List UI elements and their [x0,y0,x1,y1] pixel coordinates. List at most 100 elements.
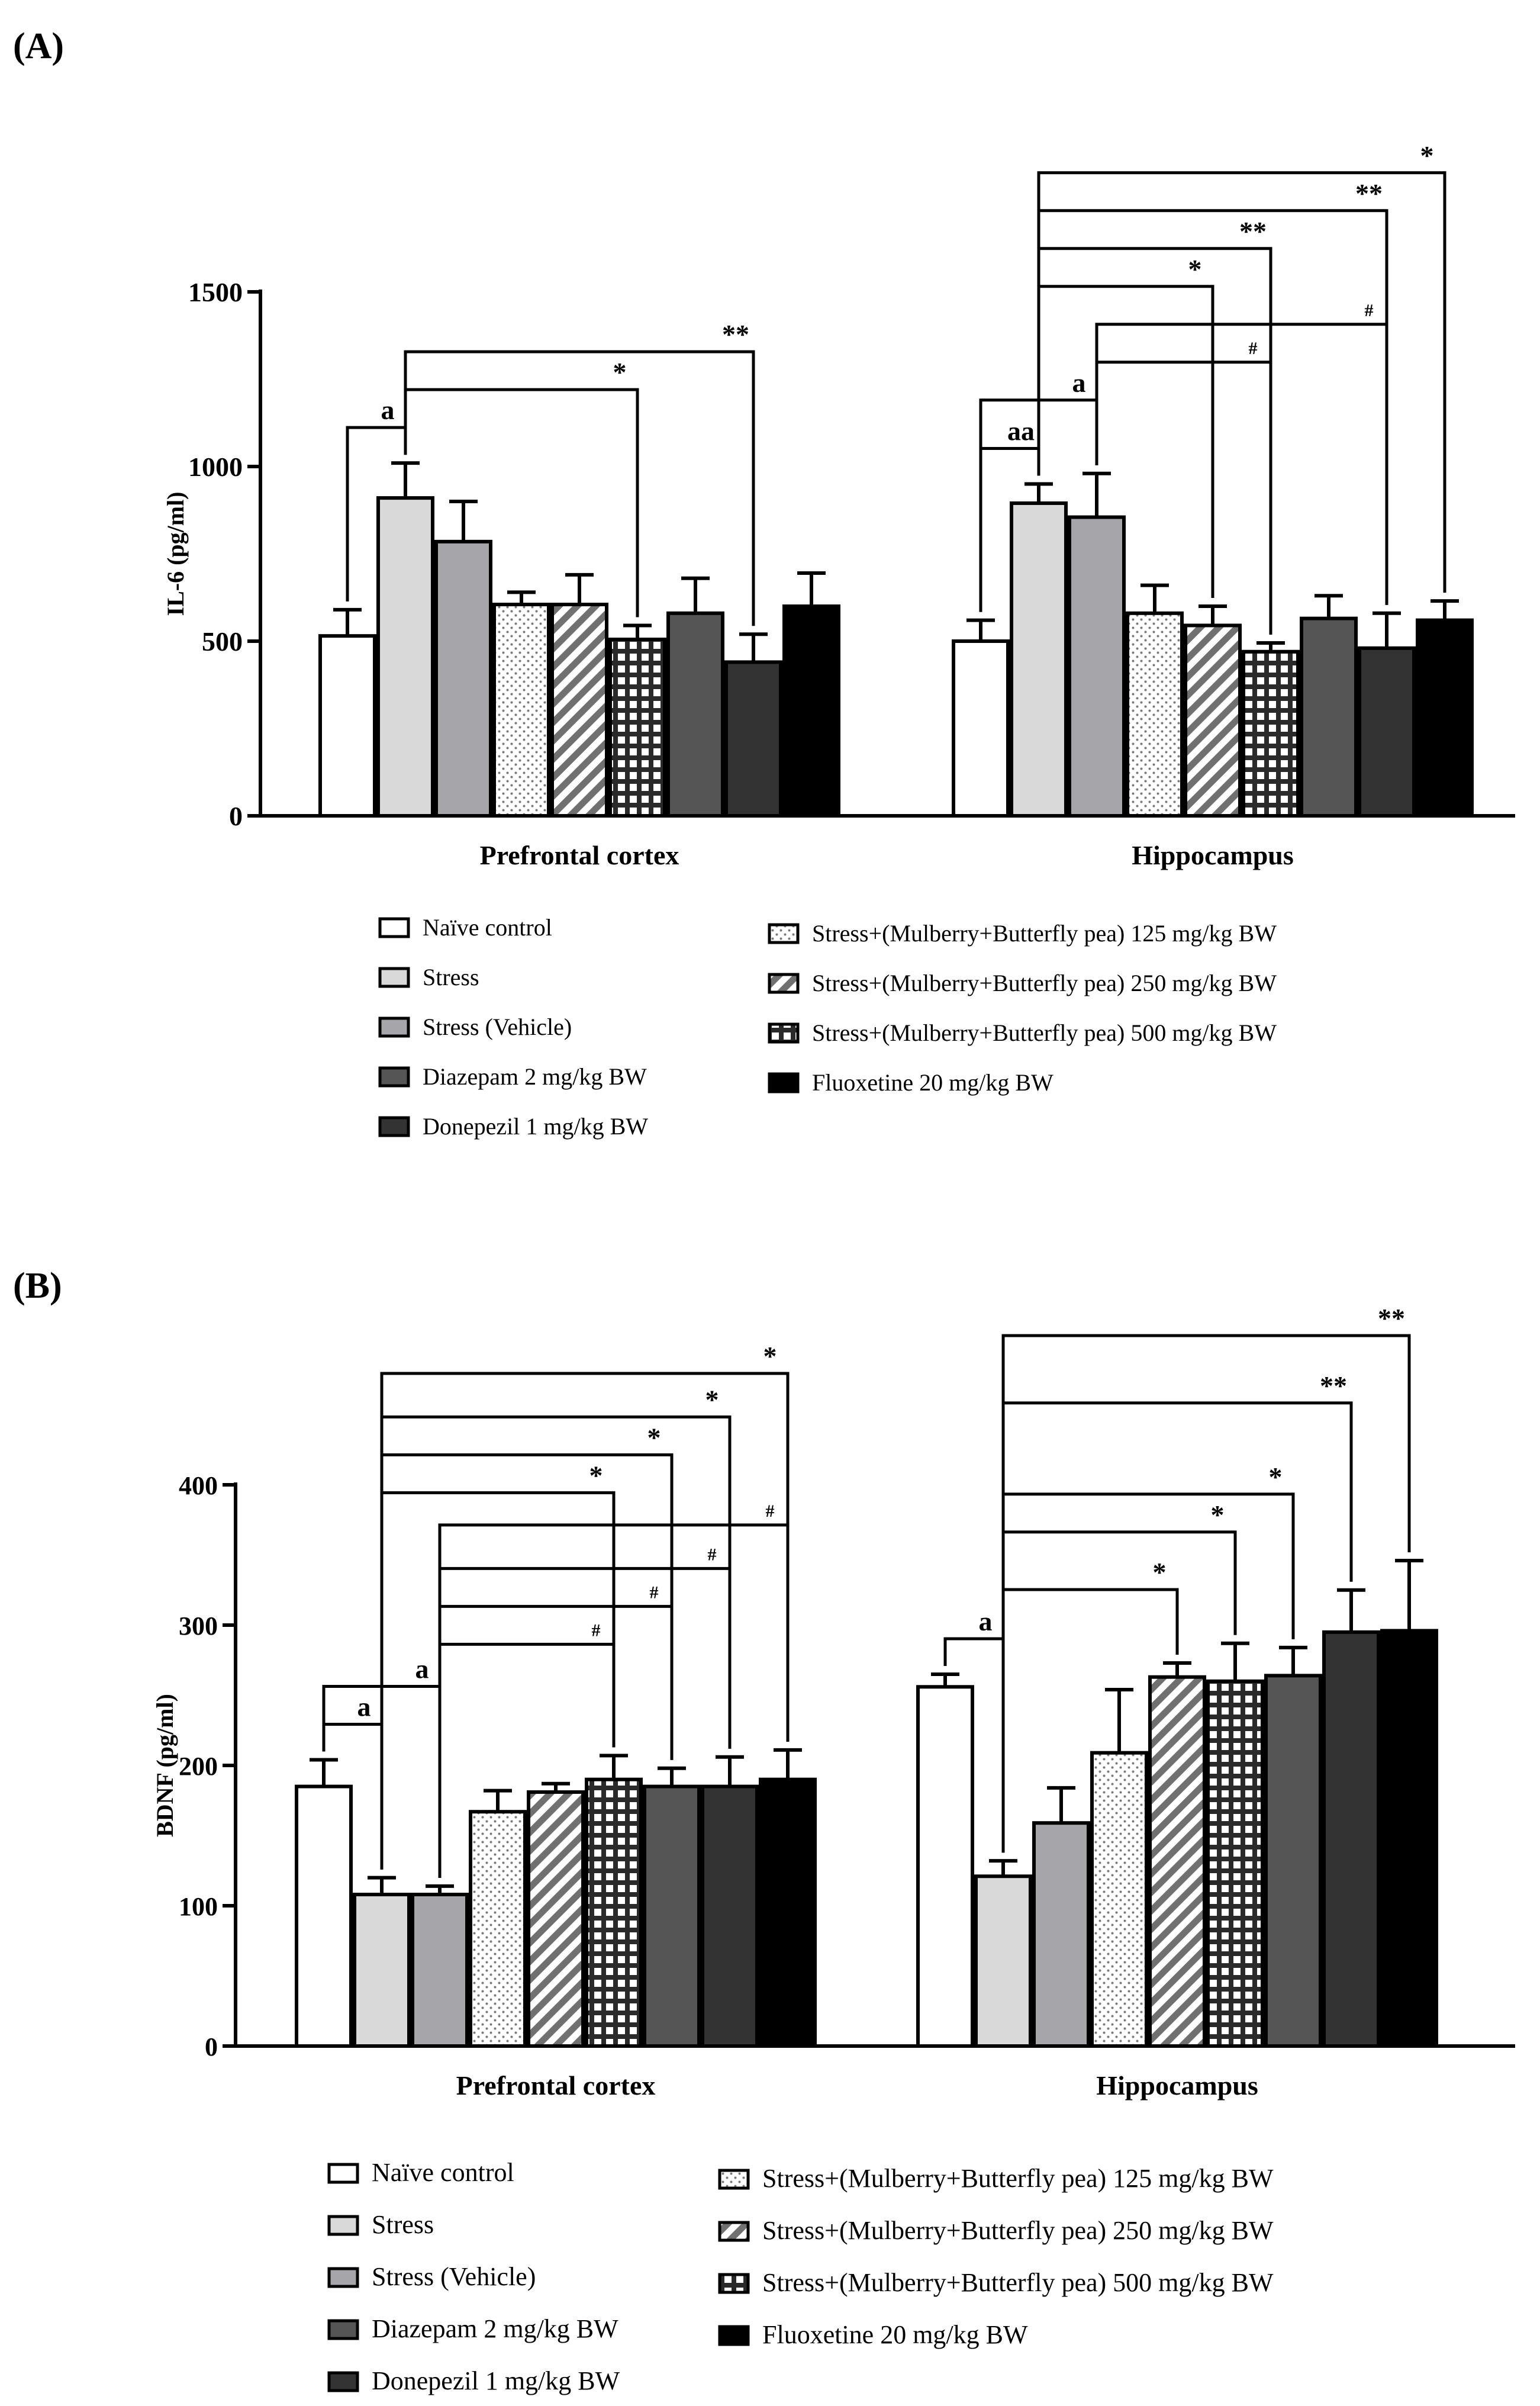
bar [1010,501,1068,818]
y-tick-label: 100 [179,1892,218,1921]
bar [550,603,608,818]
legend-label: Stress [372,2210,434,2239]
significance-label: # [1249,339,1258,358]
significance-label: # [766,1501,775,1521]
legend-swatch [768,973,800,994]
legend-label: Diazepam 2 mg/kg BW [372,2314,618,2343]
significance-label: # [1365,301,1374,320]
bar [759,1777,817,2048]
y-tick-label: 0 [205,2032,218,2061]
legend-swatch [718,2273,750,2294]
significance-label: * [647,1422,661,1452]
legend-label: Stress+(Mulberry+Butterfly pea) 500 mg/k… [762,2268,1274,2297]
legend-label: Donepezil 1 mg/kg BW [372,2366,620,2395]
legend-label: Stress+(Mulberry+Butterfly pea) 250 mg/k… [812,970,1277,996]
significance-label: ** [1378,1303,1405,1333]
significance-label: * [705,1384,719,1414]
significance-label: * [1153,1557,1167,1587]
bar [643,1784,701,2048]
bar [353,1893,411,2048]
bar [974,1874,1032,2048]
panel-b-chart: 0 100 200 300 400 BDNF (pg/ml) Prefrontal cort… [152,1303,1515,2101]
legend-label: Stress+(Mulberry+Butterfly pea) 500 mg/k… [812,1019,1277,1046]
bar [1300,616,1358,818]
bar [1126,611,1184,818]
y-axis-label: IL-6 (pg/ml) [162,492,189,616]
legend-label: Fluoxetine 20 mg/kg BW [812,1069,1053,1096]
bar [1032,1821,1090,2048]
legend-swatch [378,1116,410,1137]
legend-label: Naïve control [372,2158,514,2187]
significance-label: a [979,1606,993,1636]
y-tick-label: 1000 [188,452,243,482]
y-tick-label: 300 [179,1611,218,1641]
legend-swatch [327,2267,359,2288]
legend-swatch [327,2319,359,2340]
significance-label: ** [722,319,749,349]
legend-label: Naïve control [423,914,552,941]
legend-swatch [378,917,410,938]
significance-bracket [1095,323,1388,605]
significance-label: a [381,395,395,425]
y-tick-label: 400 [179,1471,218,1500]
legend-swatch [768,1072,800,1093]
bar [952,639,1010,818]
legend-swatch [378,1017,410,1038]
bar [295,1784,353,2048]
significance-label: * [589,1460,603,1490]
significance-label: a [357,1692,371,1722]
legend-label: Stress+(Mulberry+Butterfly pea) 250 mg/k… [762,2216,1274,2245]
legend-swatch [378,1066,410,1088]
legend-swatch [718,2221,750,2242]
category-label: Prefrontal cortex [480,840,679,870]
significance-label: * [1420,140,1434,171]
significance-label: ** [1355,178,1383,208]
y-tick-label: 500 [202,626,243,657]
panel-label-b: (B) [13,1266,62,1306]
significance-label: * [1211,1500,1225,1530]
significance-label: * [1188,254,1202,284]
bar [666,611,724,818]
bar [585,1777,643,2048]
bar [724,660,782,818]
bar [1184,623,1242,818]
legend-swatch [378,967,410,988]
bar [469,1810,527,2048]
category-label: Hippocampus [1132,840,1294,870]
legend-swatch [768,1022,800,1044]
significance-label: ** [1239,216,1267,246]
bar [318,634,376,818]
bar [1322,1630,1380,2048]
bar [1090,1751,1148,2048]
bar [916,1685,974,2048]
significance-label: * [1269,1462,1283,1492]
legend-label: Fluoxetine 20 mg/kg BW [762,2320,1028,2349]
legend-label: Stress [423,964,479,990]
y-tick-label: 0 [229,801,243,831]
bar [527,1790,585,2048]
significance-label: a [1072,368,1086,398]
significance-label: * [613,357,627,387]
legend-label: Donepezil 1 mg/kg BW [423,1113,648,1140]
bar [1264,1674,1322,2048]
bar [1206,1679,1264,2048]
legend-swatch [718,2169,750,2190]
significance-bracket [404,350,755,626]
panel-a-chart: 0 500 1000 1500 IL-6 (pg/ml) Prefrontal corte… [162,140,1515,870]
significance-bracket [1037,171,1446,593]
bar [701,1784,759,2048]
legend-swatch [327,2215,359,2236]
category-label: Hippocampus [1096,2070,1258,2101]
bar [434,539,492,818]
legend-swatch [768,923,800,944]
significance-bracket [1001,1334,1411,1853]
bar [376,496,434,818]
legend-swatch [327,2371,359,2392]
bar [411,1893,469,2048]
bar [782,604,840,818]
bar [1242,649,1300,818]
legend-swatch [718,2325,750,2346]
bar [1380,1629,1438,2048]
category-label: Prefrontal cortex [456,2070,656,2101]
significance-label: # [650,1582,659,1602]
